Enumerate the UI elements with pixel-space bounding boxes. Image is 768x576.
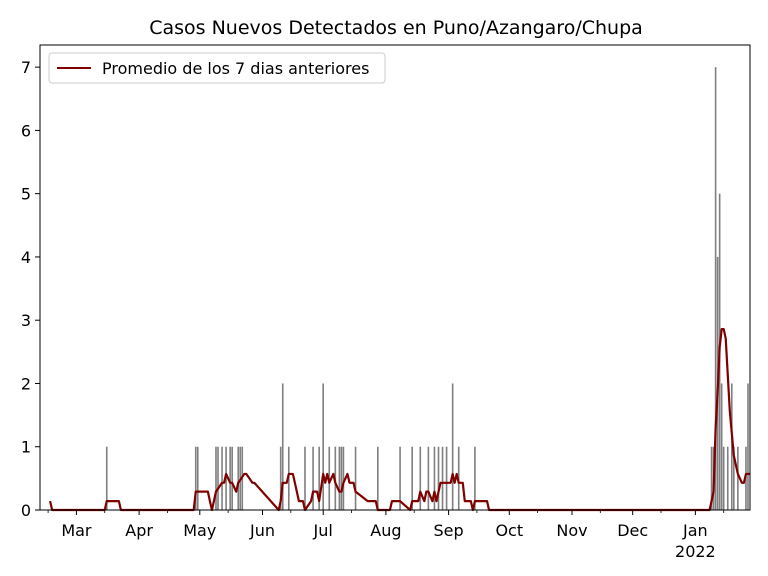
y-tick-label: 2 [21, 374, 31, 393]
y-tick-label: 1 [21, 438, 31, 457]
bar [312, 446, 314, 510]
bar [318, 446, 320, 510]
bar-series [105, 67, 749, 511]
bar [722, 446, 725, 510]
legend-label: Promedio de los 7 dias anteriores [102, 59, 369, 78]
bar [377, 446, 379, 510]
bar [737, 446, 739, 510]
x-tick-year-label: 2022 [675, 542, 716, 561]
bar [194, 446, 197, 510]
x-tick-label: Mar [61, 521, 92, 540]
y-axis: 0 1 2 3 4 5 6 7 [21, 58, 40, 520]
bar [338, 446, 341, 510]
bar [427, 446, 430, 510]
legend: Promedio de los 7 dias anteriores [48, 52, 386, 84]
bar [730, 383, 733, 510]
legend-frame [48, 52, 386, 84]
bar [399, 446, 401, 510]
x-axis: Mar Apr May Jun Jul Aug Sep Oct Nov Dec Jan 2022 [47, 510, 725, 561]
bar [237, 446, 240, 510]
x-tick-label: Nov [556, 521, 587, 540]
bar [229, 446, 231, 510]
x-tick-label: Apr [125, 521, 153, 540]
y-tick-label: 6 [21, 121, 31, 140]
x-tick-label: Jan [682, 521, 708, 540]
bar [433, 446, 436, 510]
bar [441, 446, 444, 510]
bar [451, 383, 454, 510]
bar [710, 446, 713, 510]
x-tick-label: Jun [249, 521, 275, 540]
chart-title: Casos Nuevos Detectados en Puno/Azangaro… [149, 17, 643, 39]
bar [726, 446, 729, 510]
x-tick-label: Dec [617, 521, 648, 540]
bar [105, 446, 108, 510]
bar [279, 446, 282, 510]
y-tick-label: 4 [21, 248, 31, 267]
plot-frame [39, 44, 751, 511]
bar [196, 446, 199, 510]
bar [733, 446, 735, 510]
bar [281, 383, 284, 510]
x-tick-label: Oct [495, 521, 523, 540]
bar [714, 67, 717, 510]
bar [720, 383, 723, 510]
bar [304, 446, 306, 510]
bar [340, 446, 343, 510]
y-tick-label: 3 [21, 311, 31, 330]
bar [217, 446, 219, 510]
x-tick-label: Aug [370, 521, 401, 540]
bar [747, 383, 749, 510]
bar [231, 446, 233, 510]
bar [419, 446, 422, 510]
bar [215, 446, 217, 510]
x-tick-label: Sep [434, 521, 464, 540]
bar [354, 446, 357, 510]
x-tick-label: May [183, 521, 216, 540]
bar [445, 446, 448, 510]
bar [474, 446, 476, 510]
bar [322, 383, 324, 510]
y-tick-label: 7 [21, 58, 31, 77]
y-tick-label: 5 [21, 185, 31, 204]
y-tick-label: 0 [21, 501, 31, 520]
x-tick-label: Jul [313, 521, 333, 540]
bar [342, 446, 345, 510]
bar [221, 446, 223, 510]
bar [411, 446, 413, 510]
bar [437, 446, 440, 510]
